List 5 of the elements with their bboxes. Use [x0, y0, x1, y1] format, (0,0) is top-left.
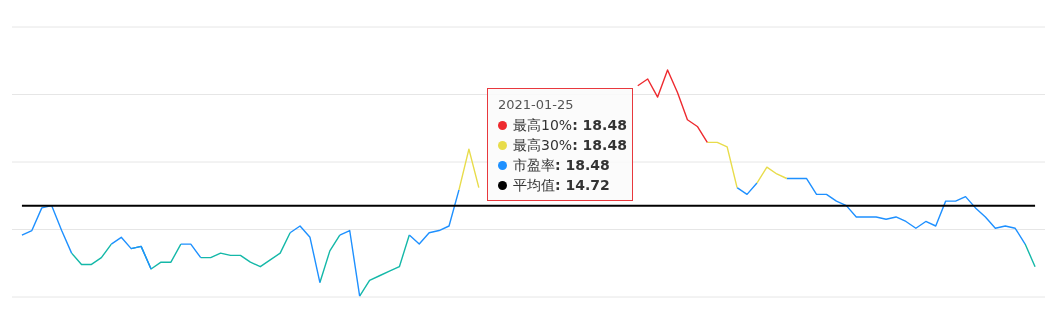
annotation: 2021-01-25 — [498, 97, 575, 112]
annotation: : 14.72 — [555, 177, 610, 193]
annotation: : 18.48 — [572, 117, 627, 133]
annotation: : 18.48 — [555, 157, 610, 173]
annotation: : 18.48 — [572, 137, 627, 153]
